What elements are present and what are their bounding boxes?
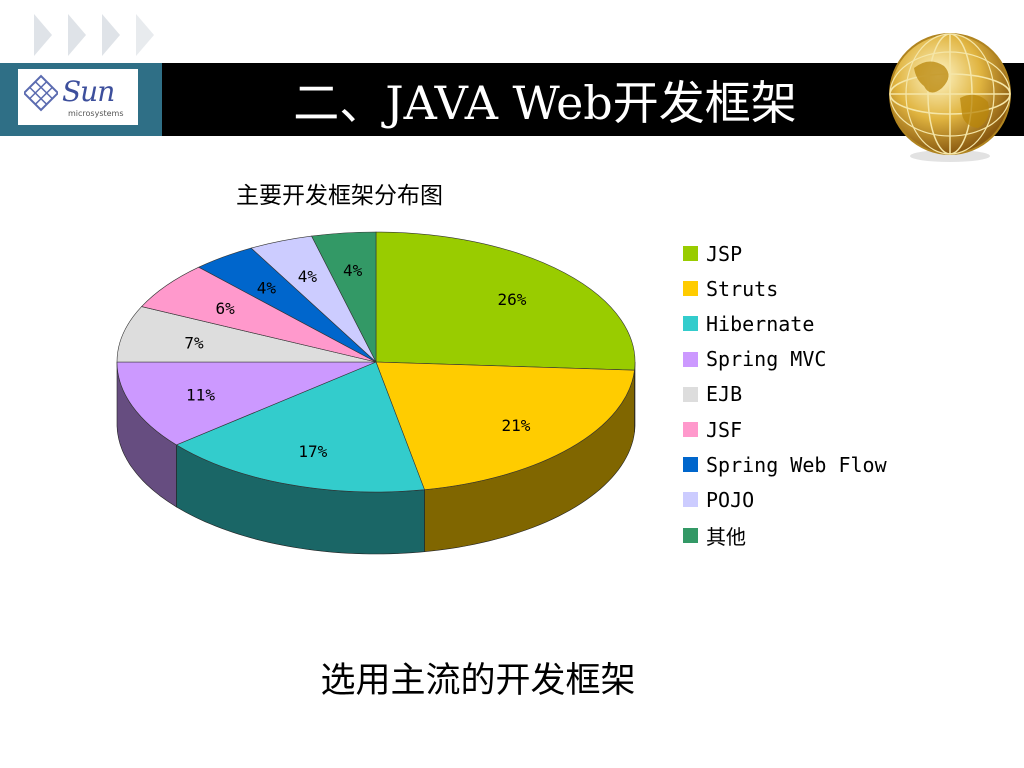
pie-data-label-8: 4% [298,267,318,286]
sun-logo: Sun microsystems [18,69,138,125]
chart-legend: JSP Struts Hibernate Spring MVC EJB JSF Spring… [683,236,887,553]
pie-slice-2 [375,361,635,491]
pie-slice-5 [116,306,377,363]
pie-data-label-6: 6% [215,299,235,318]
chart-title: 主要开发框架分布图 [236,183,443,209]
legend-swatch [683,281,698,297]
pie-data-label-1: 26% [497,290,526,309]
legend-label: Spring MVC [706,347,827,372]
sun-logo-mark-icon [24,74,58,112]
legend-item: JSP [683,236,887,271]
legend-swatch [683,316,698,332]
pie-data-label-3: 17% [298,442,327,461]
legend-item: Spring MVC [683,342,887,377]
legend-item: Spring Web Flow [683,447,887,482]
logo-subtext: microsystems [68,109,124,118]
legend-item: POJO [683,482,887,517]
slide-title: 二、JAVA Web开发框架 [293,75,797,130]
legend-label: 其他 [706,524,746,549]
pie-data-label-4: 11% [186,386,215,405]
legend-swatch [683,492,698,508]
legend-label: Struts [706,276,779,301]
slide-subtitle: 选用主流的开发框架 [320,661,636,701]
legend-swatch [683,351,698,367]
legend-swatch [683,527,698,543]
legend-label: Hibernate [706,311,815,336]
legend-swatch [683,386,698,402]
pie-slice-9 [311,231,377,363]
pie-slice-4 [116,361,377,446]
legend-label: JSF [706,417,743,442]
pie-data-label-9: 4% [343,261,363,280]
pie-data-label-5: 7% [184,334,204,353]
chevron-arrows-decoration [34,14,154,56]
globe-icon [889,33,1011,162]
legend-item: JSF [683,412,887,447]
legend-item: EJB [683,377,887,412]
sun-logo-panel: Sun microsystems [0,63,162,136]
legend-swatch [683,457,698,473]
pie-data-label-2: 21% [501,416,530,435]
pie-slice-3 [175,361,425,493]
legend-swatch [683,422,698,438]
legend-label: JSP [706,241,743,266]
legend-item: 其他 [683,518,887,553]
pie-data-label-7: 4% [257,278,277,297]
legend-label: Spring Web Flow [706,452,887,477]
legend-item: Struts [683,271,887,306]
header-bar [0,63,1024,136]
legend-label: EJB [706,382,743,407]
legend-item: Hibernate [683,306,887,341]
legend-label: POJO [706,487,755,512]
logo-wordmark: Sun [62,75,115,108]
pie-slice-1 [375,231,636,371]
legend-swatch [683,246,698,262]
